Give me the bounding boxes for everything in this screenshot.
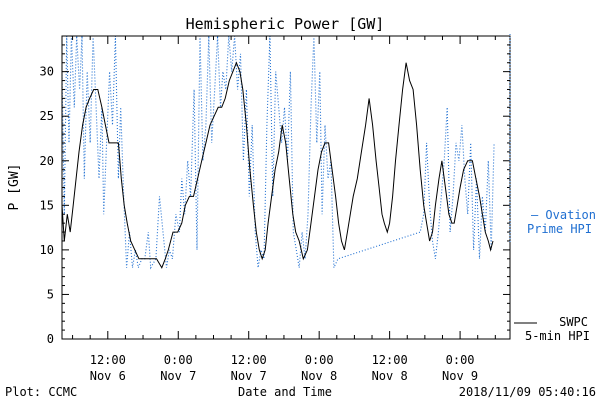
legend-swpc-label: SWPC [559,315,588,329]
x-tick-label-time: 12:00 [231,353,267,367]
y-tick-label: 0 [47,332,54,346]
x-tick-label-date: Nov 7 [231,369,267,383]
x-tick-label-date: Nov 9 [442,369,478,383]
plot-credit: Plot: CCMC [5,385,77,399]
x-tick-label-date: Nov 6 [90,369,126,383]
y-tick-label: 15 [40,198,54,212]
legend-swpc-label: 5-min HPI [525,329,590,343]
ovation-prime-hpi-line [62,36,495,270]
x-tick-label-time: 0:00 [446,353,475,367]
x-tick-label-time: 12:00 [372,353,408,367]
x-tick-label-date: Nov 8 [301,369,337,383]
y-tick-label: 25 [40,109,54,123]
plot-frame [61,35,511,340]
y-tick-label: 30 [40,65,54,79]
axis-layer: 0 5 10 15 20 25 30 12:00 Nov 6 0:00 Nov 7 12:00 Nov … [40,36,510,383]
legend-ovation-label: Prime HPI [527,222,592,236]
x-tick-label-date: Nov 7 [160,369,196,383]
x-tick-label-time: 0:00 [305,353,334,367]
chart-title: Hemispheric Power [GW] [186,15,385,33]
plot-timestamp: 2018/11/09 05:40:16 [459,385,596,399]
y-tick-label: 5 [47,287,54,301]
x-tick-label-time: 12:00 [90,353,126,367]
x-tick-label-date: Nov 8 [372,369,408,383]
x-axis-label: Date and Time [238,385,332,399]
swpc-hpi-line [62,61,494,269]
y-tick-label: 10 [40,243,54,257]
x-tick-label-time: 0:00 [164,353,193,367]
y-tick-label: 20 [40,154,54,168]
y-axis-label: P [GW] [7,164,22,211]
series-layer [62,36,495,270]
legend-ovation-label: – Ovation [531,208,596,222]
